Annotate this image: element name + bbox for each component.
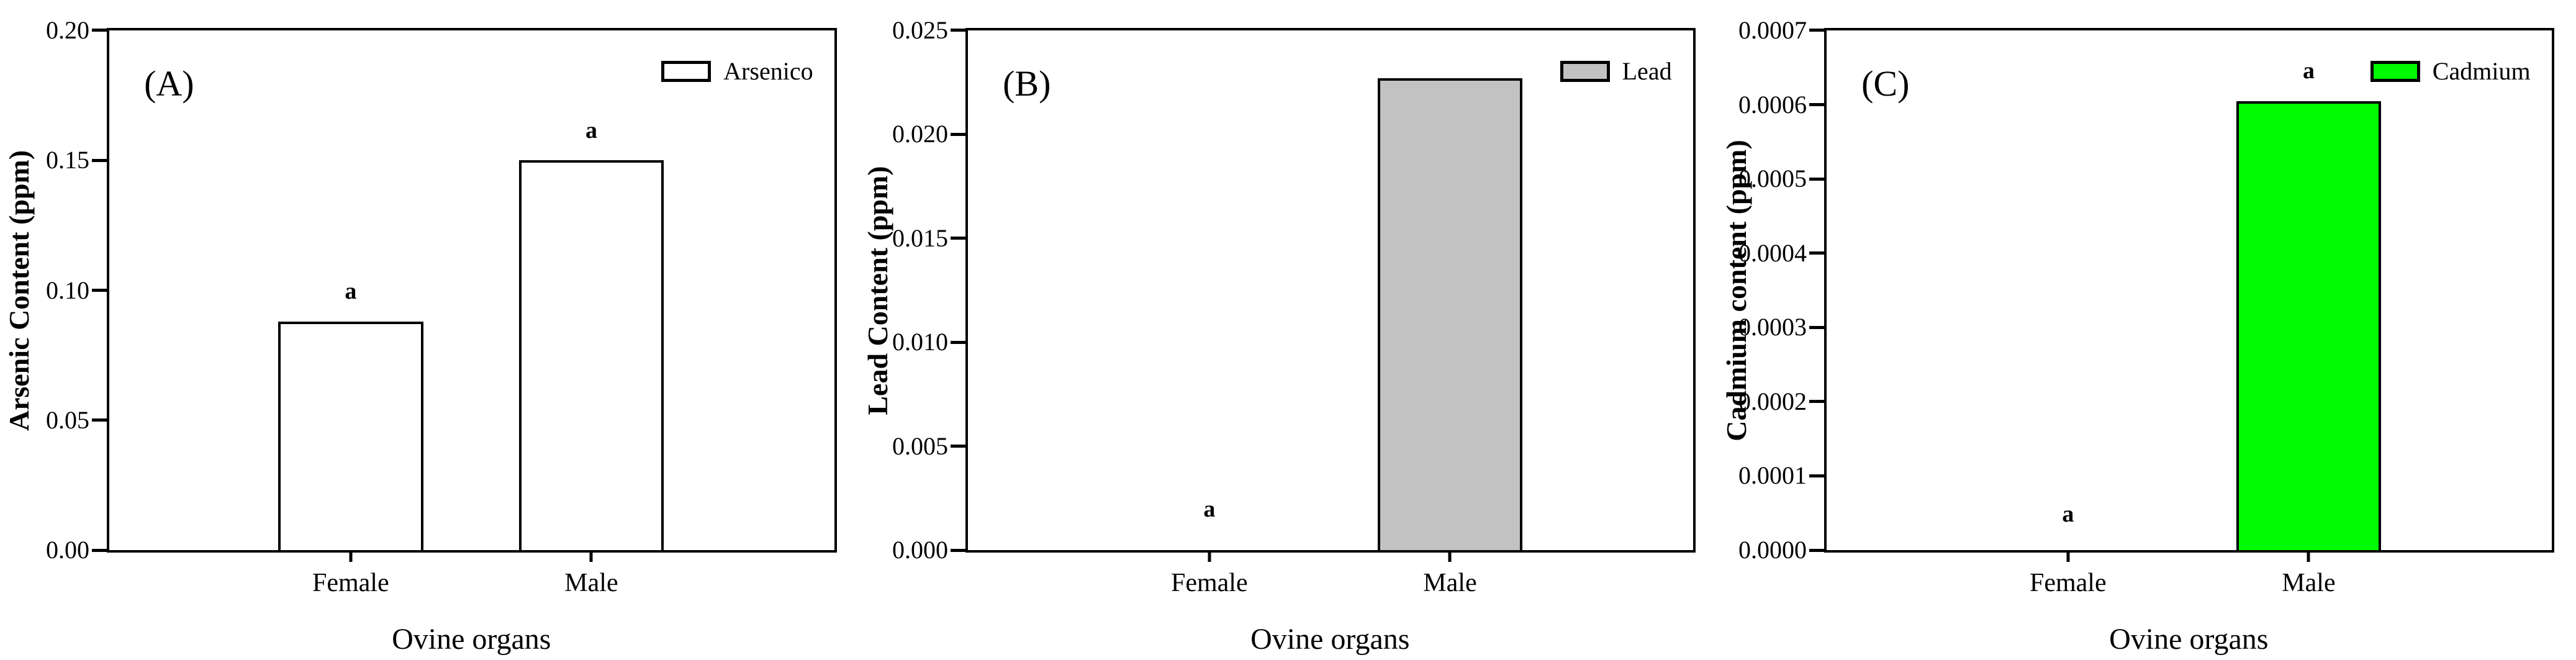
category-label: Female	[2030, 569, 2107, 598]
y-tick-label: 0.0005	[1738, 165, 1807, 193]
y-tick-label: 0.025	[892, 16, 949, 44]
x-tick-mark	[589, 553, 593, 563]
y-tick-label: 0.005	[892, 432, 949, 460]
legend: Arsenico	[661, 57, 813, 85]
y-tick-mark	[951, 237, 966, 240]
category-label: Female	[1171, 569, 1248, 598]
y-tick-label: 0.05	[46, 405, 90, 434]
y-axis-title: Arsenic Content (ppm)	[3, 150, 35, 431]
y-tick-label: 0.20	[46, 16, 90, 44]
panel-cadmium: Cadmium content (ppm) (C) Cadmium 0.0000…	[1717, 0, 2576, 660]
significance-letter: a	[2302, 57, 2315, 84]
y-tick-mark	[951, 29, 966, 32]
y-tick-label: 0.0001	[1738, 461, 1807, 490]
y-tick-mark	[92, 29, 107, 32]
y-tick-mark	[1809, 177, 1825, 181]
plot-area: (B) Lead 0.000 0.005 0.010 0.015 0.020 0.025 …	[892, 17, 1696, 596]
category-label: Female	[312, 569, 389, 598]
y-tick-label: 0.0004	[1738, 238, 1807, 267]
x-axis-title: Ovine organs	[1250, 622, 1410, 656]
category-label: Male	[564, 569, 618, 598]
y-tick-mark	[1809, 474, 1825, 477]
legend-swatch	[661, 60, 712, 82]
y-tick-mark	[1809, 251, 1825, 255]
y-tick-label: 0.0000	[1738, 536, 1807, 564]
y-tick-mark	[951, 548, 966, 552]
bar-male	[518, 160, 664, 551]
y-tick-label: 0.0007	[1738, 16, 1807, 44]
significance-letter: a	[2062, 500, 2074, 527]
legend-label: Cadmium	[2432, 57, 2531, 85]
y-tick-mark	[92, 289, 107, 292]
bar-male	[1377, 78, 1523, 551]
y-tick-label: 0.0006	[1738, 90, 1807, 119]
category-label: Male	[2282, 569, 2336, 598]
significance-letter: a	[1203, 496, 1216, 523]
y-tick-mark	[92, 418, 107, 422]
y-tick-mark	[92, 158, 107, 162]
legend: Cadmium	[2370, 57, 2531, 85]
y-tick-label: 0.015	[892, 224, 949, 252]
y-tick-label: 0.010	[892, 328, 949, 356]
y-tick-mark	[1809, 548, 1825, 552]
x-tick-mark	[349, 553, 353, 563]
y-tick-label: 0.0003	[1738, 313, 1807, 341]
y-tick-label: 0.10	[46, 276, 90, 304]
category-label: Male	[1423, 569, 1477, 598]
y-tick-mark	[1809, 103, 1825, 107]
y-tick-mark	[92, 548, 107, 552]
significance-letter: a	[345, 278, 357, 305]
legend-label: Lead	[1622, 57, 1672, 85]
x-tick-mark	[1448, 553, 1452, 563]
y-tick-mark	[951, 445, 966, 448]
plot-area: (C) Cadmium 0.0000 0.0001 0.0002 0.0003 0.00…	[1738, 17, 2554, 596]
y-tick-label: 0.00	[46, 536, 90, 564]
bar-male	[2236, 101, 2382, 551]
panel-letter: (C)	[1861, 63, 1910, 104]
panel-arsenic: Arsenic Content (ppm) (A) Arsenico 0.00 0…	[0, 0, 859, 660]
panel-letter: (A)	[144, 63, 194, 104]
y-tick-label: 0.15	[46, 146, 90, 174]
x-axis-title: Ovine organs	[392, 622, 551, 656]
legend-swatch	[2370, 60, 2420, 82]
y-tick-mark	[1809, 29, 1825, 32]
bar-female	[278, 321, 423, 551]
y-axis-title: Lead Content (ppm)	[862, 166, 893, 415]
y-tick-label: 0.000	[892, 536, 949, 564]
legend-label: Arsenico	[723, 57, 813, 85]
x-tick-mark	[2307, 553, 2310, 563]
legend-swatch	[1560, 60, 1610, 82]
significance-letter: a	[585, 117, 597, 143]
x-tick-mark	[1208, 553, 1211, 563]
legend: Lead	[1560, 57, 1672, 85]
y-tick-mark	[951, 132, 966, 136]
x-tick-mark	[2066, 553, 2070, 563]
panel-lead: Lead Content (ppm) (B) Lead 0.000 0.005 0.…	[859, 0, 1717, 660]
y-tick-label: 0.0002	[1738, 387, 1807, 415]
plot-area: (A) Arsenico 0.00 0.05 0.10 0.15 0.20 Female…	[46, 17, 837, 596]
panel-letter: (B)	[1003, 63, 1051, 104]
y-tick-mark	[1809, 400, 1825, 404]
y-tick-mark	[1809, 325, 1825, 329]
y-tick-label: 0.020	[892, 120, 949, 148]
x-axis-title: Ovine organs	[2109, 622, 2269, 656]
y-tick-mark	[951, 340, 966, 344]
